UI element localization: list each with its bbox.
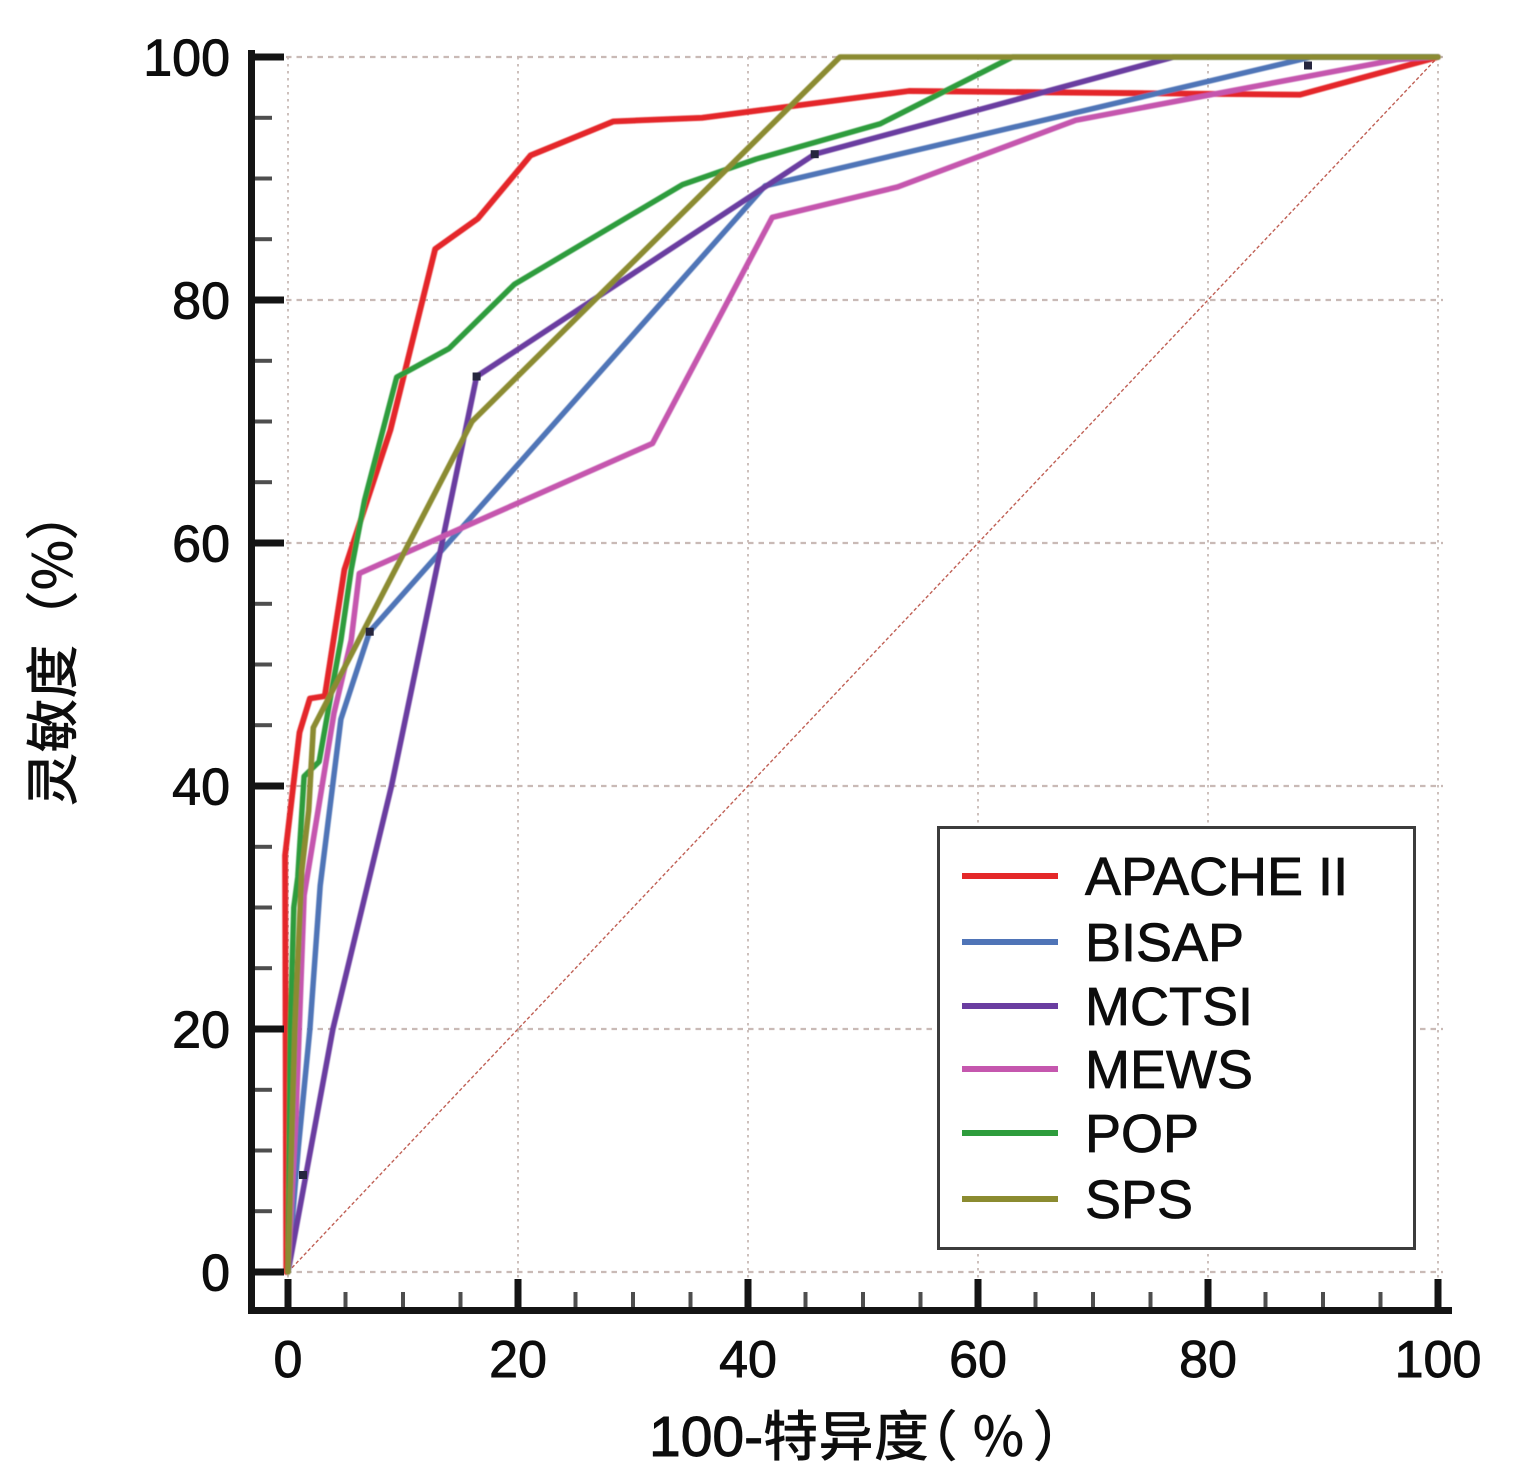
svg-text:80: 80 — [172, 273, 230, 331]
svg-text:100: 100 — [143, 30, 230, 88]
svg-text:100-: 100- — [649, 1405, 763, 1469]
svg-text:0: 0 — [274, 1331, 303, 1389]
svg-text:60: 60 — [949, 1331, 1007, 1389]
svg-text:0: 0 — [201, 1245, 230, 1303]
svg-text:SPS: SPS — [1085, 1170, 1193, 1230]
svg-text:40: 40 — [719, 1331, 777, 1389]
svg-text:MEWS: MEWS — [1085, 1040, 1253, 1100]
svg-text:100: 100 — [1395, 1331, 1482, 1389]
svg-text:60: 60 — [172, 516, 230, 574]
svg-text:APACHE II: APACHE II — [1085, 847, 1348, 907]
svg-text:BISAP: BISAP — [1085, 913, 1244, 973]
svg-text:40: 40 — [172, 759, 230, 817]
svg-text:20: 20 — [489, 1331, 547, 1389]
svg-text:80: 80 — [1179, 1331, 1237, 1389]
svg-text:MCTSI: MCTSI — [1085, 977, 1253, 1037]
svg-text:POP: POP — [1085, 1104, 1199, 1164]
svg-text:20: 20 — [172, 1002, 230, 1060]
